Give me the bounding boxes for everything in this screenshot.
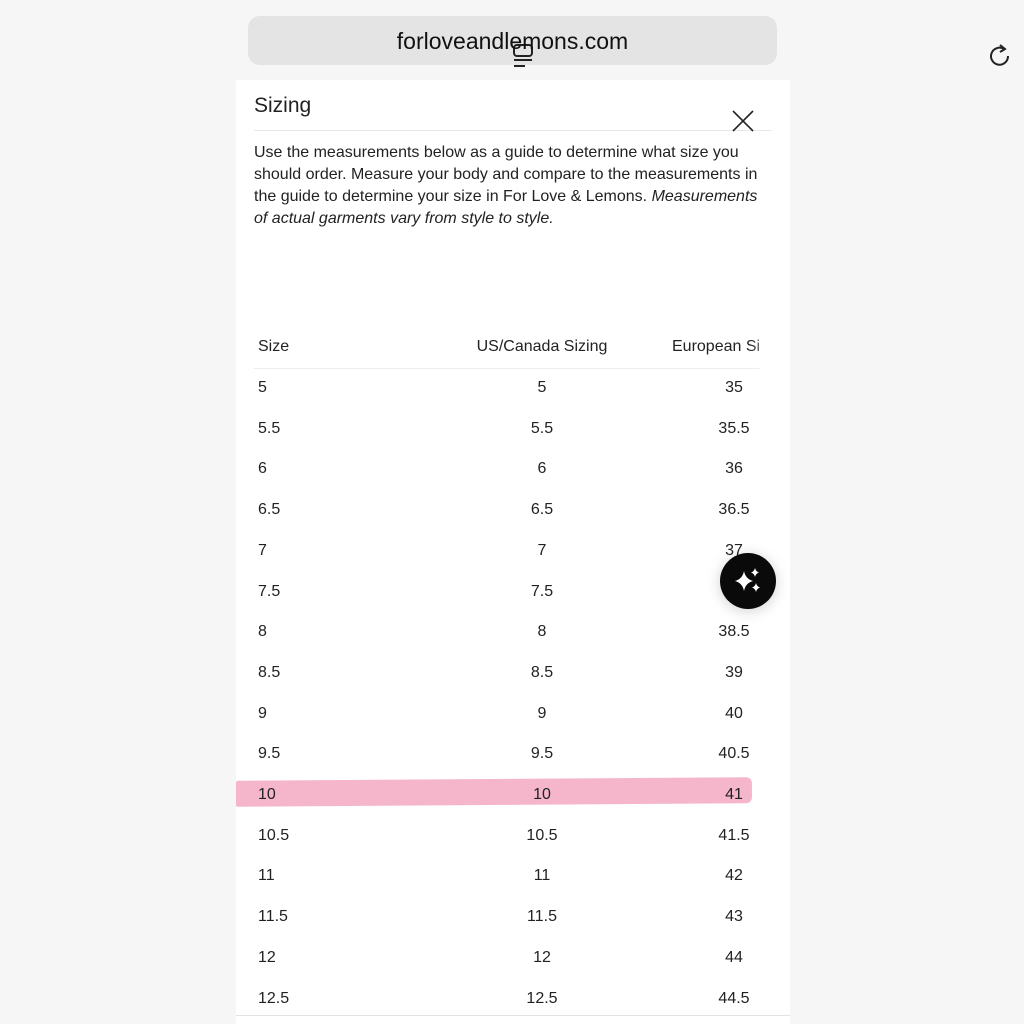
cell-us-canada: 11.5 [527,908,557,926]
cell-european: 35 [725,379,743,396]
table-row: 9 9 40 [236,705,790,745]
table-row: 7 7 37 [236,542,790,582]
cell-us-canada: 9 [537,704,547,722]
cell-european: 36 [725,460,743,478]
cell-european: 37 [725,541,743,559]
cell-size: 7.5 [258,582,281,600]
ai-assistant-button[interactable] [720,553,776,609]
cell-size: 6 [258,460,267,478]
cell-european: 35.5 [718,419,750,437]
table-row: 12 12 44 [236,949,790,989]
table-row: 6.5 6.5 36.5 [236,501,790,541]
cell-us-canada: 8 [537,623,547,641]
table-row: 9.5 9.5 40.5 [236,745,790,785]
header-divider [254,368,760,369]
cell-size: 9 [258,704,267,722]
cell-size: 7 [258,541,267,559]
description-text: Use the measurements below as a guide to… [254,144,758,205]
table-row: 10 10 41 [236,786,790,826]
header-european: European Si [672,338,761,355]
cell-european: 41.5 [718,826,750,844]
cell-us-canada: 7.5 [530,582,554,600]
cell-us-canada: 12 [533,948,551,966]
cell-size: 10.5 [258,826,290,844]
cell-us-canada: 5 [537,379,547,396]
cell-european: 42 [725,867,743,885]
cell-us-canada: 12.5 [526,989,558,1007]
modal-title: Sizing [254,94,312,117]
cell-size: 8 [258,623,267,641]
cell-size: 5.5 [258,419,281,437]
cell-size: 11.5 [258,908,288,926]
sparkles-icon [735,568,760,592]
tabs-icon[interactable] [513,44,533,68]
header-size: Size [258,338,290,355]
cell-size: 6.5 [258,501,281,519]
cell-european: 40 [725,704,743,722]
cell-us-canada: 10 [533,786,551,803]
cell-european: 38.5 [718,623,750,641]
cell-us-canada: 10.5 [526,826,558,844]
cell-us-canada: 7 [537,541,547,559]
cell-us-canada: 6 [537,460,547,478]
divider [254,130,772,131]
cell-size: 12 [258,948,276,966]
cell-size: 9.5 [258,745,281,763]
cell-european: 43 [725,908,743,926]
sizing-modal: Sizing Use the measurements below as a g… [236,80,790,1024]
cell-size: 11 [258,867,275,885]
close-icon[interactable] [732,110,754,132]
header-us-canada: US/Canada Sizing [476,338,608,355]
table-row: 6 6 36 [236,460,790,500]
table-row: 12.5 12.5 44.5 [236,990,790,1024]
cell-us-canada: 9.5 [530,745,554,763]
address-bar[interactable]: forloveandlemons.com [248,16,1010,68]
cell-european: 39 [725,663,743,681]
reload-icon[interactable] [988,44,1012,68]
table-row: 5.5 5.5 35.5 [236,420,790,460]
table-row: 11.5 11.5 43 [236,908,790,948]
cell-european: 44 [725,948,743,966]
table-row: 8.5 8.5 39 [236,664,790,704]
table-row: 11 11 42 [236,867,790,907]
modal-description: Use the measurements below as a guide to… [254,142,774,230]
description-note: Measurements of actual garments vary fro… [254,188,758,227]
table-row: 7.5 7.5 [236,583,790,623]
cell-european: 36.5 [718,501,750,519]
table-row: 8 8 38.5 [236,623,790,663]
cell-us-canada: 5.5 [530,419,554,437]
url-text[interactable]: forloveandlemons.com [396,28,629,54]
cell-european: 44.5 [718,989,750,1007]
cell-size: 5 [258,379,267,396]
cell-size: 10 [258,786,276,803]
cell-us-canada: 6.5 [530,501,554,519]
cell-us-canada: 11 [533,867,551,885]
table-row: 10.5 10.5 41.5 [236,827,790,867]
divider [236,1015,790,1016]
cell-size: 12.5 [258,989,290,1007]
cell-us-canada: 8.5 [530,663,554,681]
cell-size: 8.5 [258,663,281,681]
cell-european: 40.5 [718,745,750,763]
cell-european: 41 [725,786,743,803]
table-row: 5 5 35 [236,379,790,419]
